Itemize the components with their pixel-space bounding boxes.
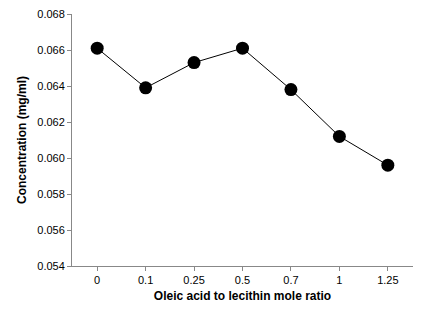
svg-text:0: 0	[94, 274, 100, 286]
svg-text:0.068: 0.068	[37, 8, 65, 20]
svg-text:0.060: 0.060	[37, 152, 65, 164]
svg-text:0.1: 0.1	[138, 274, 153, 286]
svg-text:0.5: 0.5	[235, 274, 250, 286]
svg-text:0.054: 0.054	[37, 260, 65, 272]
svg-text:0.25: 0.25	[183, 274, 204, 286]
svg-text:Oleic acid to lecithin mole ra: Oleic acid to lecithin mole ratio	[154, 289, 331, 303]
svg-text:0.066: 0.066	[37, 44, 65, 56]
svg-text:0.064: 0.064	[37, 80, 65, 92]
svg-text:1.25: 1.25	[377, 274, 398, 286]
svg-text:0.056: 0.056	[37, 224, 65, 236]
svg-text:Concentration (mg/ml): Concentration (mg/ml)	[15, 76, 29, 204]
svg-text:0.7: 0.7	[283, 274, 298, 286]
svg-text:0.058: 0.058	[37, 188, 65, 200]
svg-text:0.062: 0.062	[37, 116, 65, 128]
svg-text:1: 1	[336, 274, 342, 286]
